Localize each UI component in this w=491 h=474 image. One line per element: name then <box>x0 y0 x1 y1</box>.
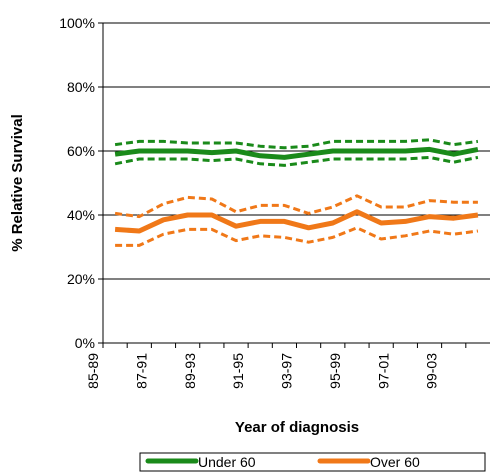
confidence-line <box>114 194 478 219</box>
series-line <box>114 146 479 160</box>
y-tick-label: 40% <box>67 207 95 223</box>
x-tick-label: 93-97 <box>279 353 295 389</box>
x-axis-label: Year of diagnosis <box>235 419 359 436</box>
legend-label: Under 60 <box>198 454 256 470</box>
x-tick-label: 85-89 <box>85 353 101 389</box>
y-tick-label: 0% <box>75 335 95 351</box>
y-tick-label: 20% <box>67 271 95 287</box>
x-tick-label: 87-91 <box>133 353 149 389</box>
x-tick-label: 91-95 <box>230 353 246 389</box>
y-tick-label: 60% <box>67 143 95 159</box>
legend-label: Over 60 <box>370 454 420 470</box>
x-tick-label: 99-03 <box>424 353 440 389</box>
x-tick-label: 97-01 <box>375 353 391 389</box>
confidence-line <box>114 138 479 150</box>
x-tick-label: 95-99 <box>327 353 343 389</box>
confidence-line <box>114 155 479 167</box>
legend-box <box>139 452 486 472</box>
x-tick-label: 89-93 <box>182 353 198 389</box>
y-tick-label: 80% <box>67 79 95 95</box>
y-tick-label: 100% <box>59 15 95 31</box>
series-line <box>114 209 479 234</box>
confidence-line <box>115 226 479 247</box>
y-axis-label: % Relative Survival <box>9 114 26 252</box>
